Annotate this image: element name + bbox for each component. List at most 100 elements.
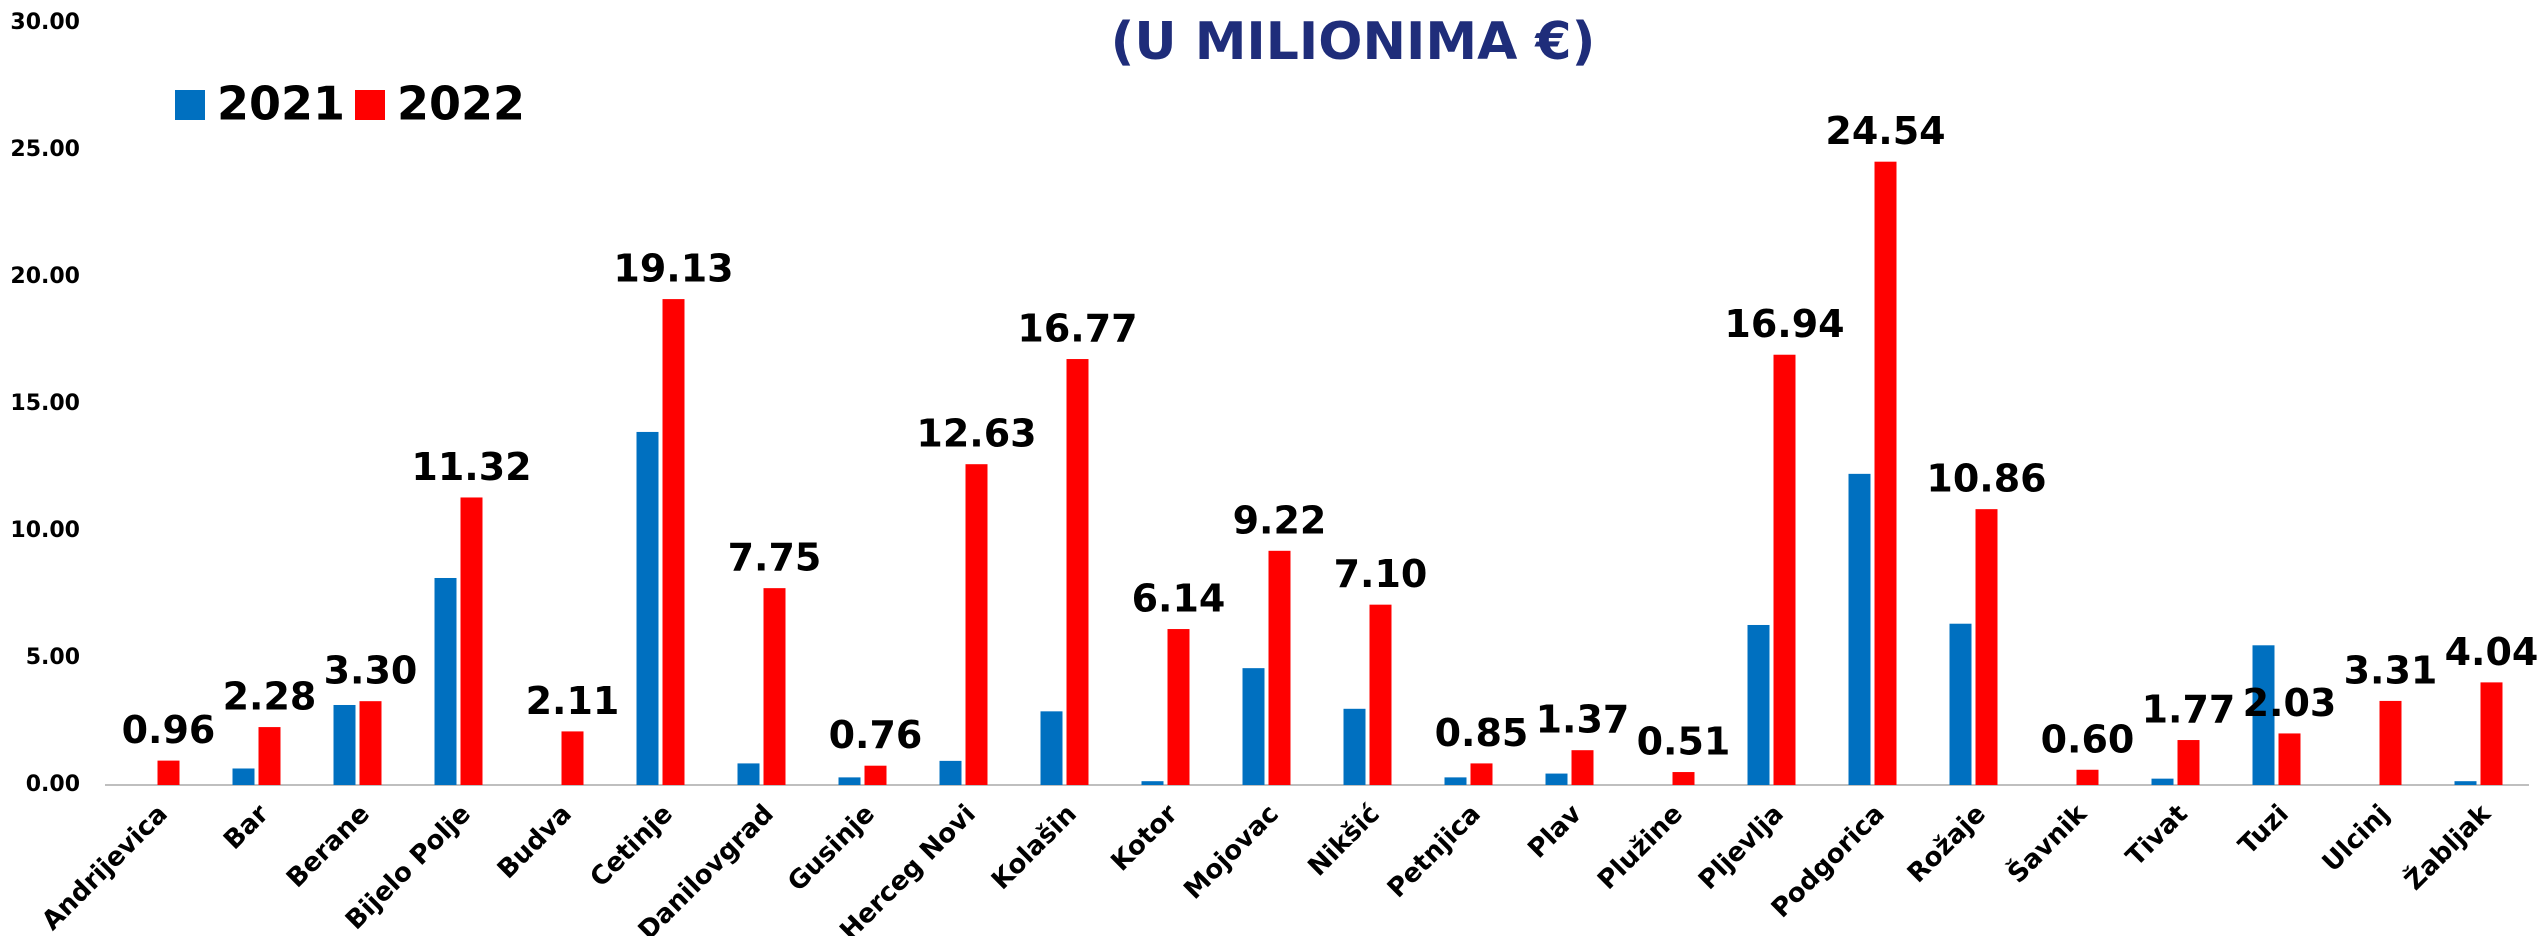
x-tick-label: Petnjica <box>1382 799 1487 904</box>
bar <box>460 497 483 785</box>
bar <box>1470 763 1493 785</box>
data-label: 0.85 <box>1435 711 1529 755</box>
data-label: 9.22 <box>1233 498 1327 542</box>
x-tick-label: Ulcinj <box>2317 799 2396 878</box>
bar <box>1040 711 1063 785</box>
data-label: 7.75 <box>728 536 822 580</box>
data-label: 4.04 <box>2445 630 2539 674</box>
bar <box>1672 772 1695 785</box>
bar <box>1167 629 1190 785</box>
bar <box>965 464 988 785</box>
data-label: 19.13 <box>613 247 733 291</box>
bar <box>838 777 861 785</box>
data-label: 2.11 <box>526 679 620 723</box>
legend-label: 2022 <box>397 77 525 131</box>
y-tick-label: 20.00 <box>10 264 80 289</box>
data-label: 10.86 <box>1926 457 2046 501</box>
bar <box>939 760 962 785</box>
bar <box>662 299 685 785</box>
bar <box>1874 161 1897 785</box>
bar <box>1545 773 1568 785</box>
y-tick-label: 5.00 <box>26 645 80 670</box>
x-tick-label: Mojovac <box>1178 799 1284 905</box>
bar <box>1242 668 1265 785</box>
data-label: 24.54 <box>1825 109 1945 153</box>
x-tick-label: Andrijevica <box>36 799 173 936</box>
x-tick-label: Kotor <box>1105 799 1183 877</box>
bar <box>333 704 356 785</box>
data-label: 0.51 <box>1637 720 1731 764</box>
data-label: 2.28 <box>223 675 317 719</box>
bar <box>1773 354 1796 785</box>
data-label: 1.77 <box>2142 688 2236 732</box>
x-tick-label: Pljevlja <box>1693 799 1790 896</box>
x-tick-label: Nikšić <box>1302 799 1385 882</box>
y-tick-label: 25.00 <box>10 137 80 162</box>
data-label: 11.32 <box>411 445 531 489</box>
bar <box>1444 777 1467 785</box>
y-tick-label: 15.00 <box>10 391 80 416</box>
x-tick-label: Gusinje <box>782 799 880 897</box>
bar <box>1343 708 1366 785</box>
data-label: 0.96 <box>122 708 216 752</box>
data-label: 0.60 <box>2041 717 2135 761</box>
data-label: 16.77 <box>1017 307 1137 351</box>
x-tick-label: Tuzi <box>2233 799 2295 861</box>
x-tick-label: Berane <box>281 799 376 894</box>
bar <box>434 577 457 785</box>
legend-label: 2021 <box>217 77 345 131</box>
data-label: 0.76 <box>829 713 923 757</box>
y-tick-label: 10.00 <box>10 518 80 543</box>
y-tick-label: 30.00 <box>10 10 80 35</box>
data-label: 3.30 <box>324 649 418 693</box>
bar <box>1747 624 1770 785</box>
x-tick-label: Šavnik <box>2001 797 2093 889</box>
bar <box>2151 778 2174 785</box>
bar <box>1066 359 1089 785</box>
bar <box>232 768 255 785</box>
bar <box>561 731 584 785</box>
x-tick-label: Bar <box>218 799 275 856</box>
bar <box>2454 781 2477 785</box>
bar <box>2480 682 2503 785</box>
bar <box>1848 473 1871 785</box>
bar <box>359 701 382 785</box>
bar <box>258 727 281 785</box>
x-tick-label: Cetinje <box>585 799 679 893</box>
bar <box>1571 750 1594 785</box>
bar <box>737 763 760 785</box>
data-label: 12.63 <box>916 412 1036 456</box>
bar <box>1141 781 1164 785</box>
x-tick-label: Žabljak <box>2398 797 2497 896</box>
data-label: 16.94 <box>1724 302 1844 346</box>
bar <box>2278 733 2301 785</box>
x-tick-label: Plav <box>1522 799 1587 864</box>
bar <box>1268 550 1291 785</box>
x-tick-label: Budva <box>492 799 578 885</box>
bar <box>1949 623 1972 785</box>
bar <box>1975 509 1998 785</box>
bar <box>636 431 659 785</box>
bar <box>2076 769 2099 785</box>
bar <box>864 765 887 785</box>
bar <box>763 588 786 785</box>
x-tick-label: Kolašin <box>986 799 1083 896</box>
legend-swatch <box>355 90 385 120</box>
data-label: 2.03 <box>2243 681 2337 725</box>
bar <box>1369 604 1392 785</box>
x-tick-label: Tivat <box>2121 799 2194 872</box>
bar <box>157 760 180 785</box>
bar <box>2379 700 2402 785</box>
bar <box>2252 645 2275 785</box>
data-label: 7.10 <box>1334 552 1428 596</box>
y-tick-label: 0.00 <box>26 772 80 797</box>
x-tick-label: Rožaje <box>1902 799 1992 889</box>
data-label: 6.14 <box>1132 577 1226 621</box>
x-tick-label: Plužine <box>1592 799 1689 896</box>
chart-subtitle: (U MILIONIMA €) <box>1111 12 1596 72</box>
data-label: 1.37 <box>1536 698 1630 742</box>
legend-swatch <box>175 90 205 120</box>
data-label: 3.31 <box>2344 648 2438 692</box>
bar <box>2177 740 2200 785</box>
